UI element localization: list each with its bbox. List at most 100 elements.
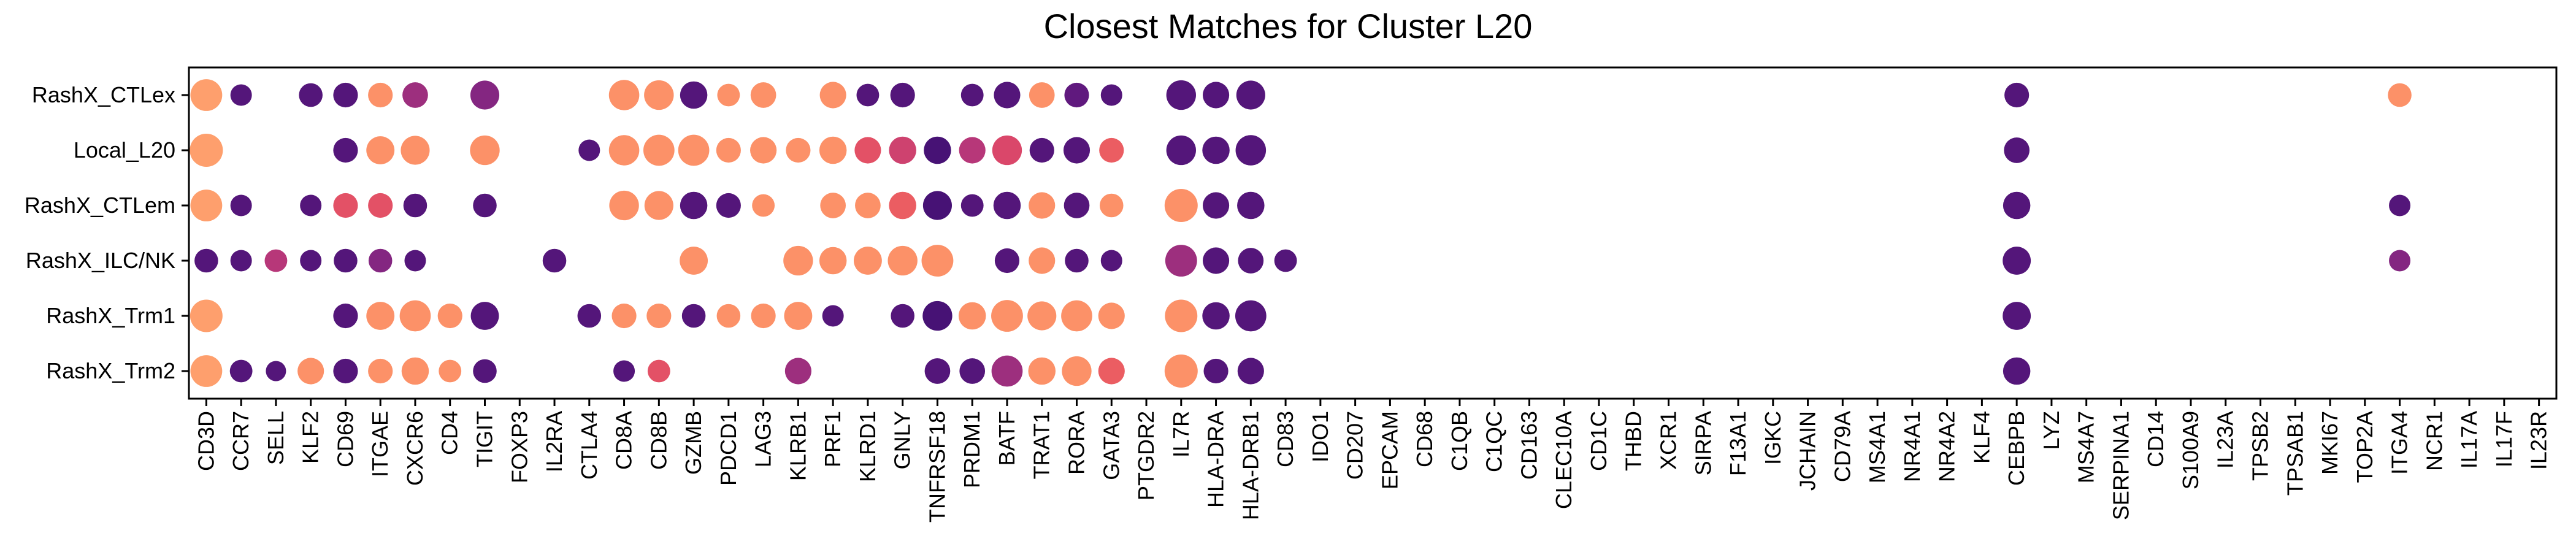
gene-label-thbd: THBD bbox=[1621, 411, 1646, 471]
dot-rashx-trm2-cd8a bbox=[613, 360, 635, 382]
dot-rashx-trm2-il7r bbox=[1164, 355, 1198, 388]
gene-label-cd69: CD69 bbox=[332, 411, 358, 467]
dot-rashx-trm2-itgae bbox=[368, 358, 393, 384]
dot-rashx-trm2-hla-drb1 bbox=[1237, 358, 1264, 385]
dot-local-l20-cxcr6 bbox=[401, 136, 430, 165]
dot-rashx-trm1-cd8a bbox=[611, 303, 637, 329]
dot-rashx-trm1-prdm1 bbox=[958, 302, 986, 330]
gene-label-pdcd1: PDCD1 bbox=[716, 411, 741, 486]
dot-rashx-ilc-nk-gzmb bbox=[680, 247, 708, 275]
dot-rashx-trm1-lag3 bbox=[751, 303, 776, 329]
dot-rashx-ctlex-cd69 bbox=[333, 82, 358, 108]
gene-label-cd68: CD68 bbox=[1412, 411, 1437, 467]
dot-local-l20-cebpb bbox=[2004, 137, 2030, 163]
gene-label-cd207: CD207 bbox=[1343, 411, 1368, 480]
dot-rashx-ilc-nk-itgae bbox=[368, 248, 393, 273]
dot-rashx-trm2-batf bbox=[991, 355, 1023, 387]
dot-rashx-trm1-cebpb bbox=[2003, 302, 2031, 330]
gene-label-il23r: IL23R bbox=[2526, 411, 2551, 470]
dot-rashx-trm2-prdm1 bbox=[959, 358, 986, 384]
gene-label-s100a9: S100A9 bbox=[2178, 411, 2203, 489]
dot-local-l20-hla-dra bbox=[1202, 136, 1230, 164]
dot-local-l20-batf bbox=[992, 135, 1022, 166]
dot-rashx-trm1-gata3 bbox=[1098, 302, 1125, 329]
gene-label-batf: BATF bbox=[994, 411, 1019, 466]
dot-rashx-ctlex-pdcd1 bbox=[717, 83, 740, 107]
dot-rashx-ctlex-lag3 bbox=[750, 82, 776, 108]
dot-rashx-trm1-gnly bbox=[891, 304, 914, 328]
dot-rashx-trm2-klrb1 bbox=[784, 358, 811, 385]
dot-local-l20-cd8b bbox=[643, 134, 675, 166]
dot-rashx-ctlex-klrd1 bbox=[856, 83, 880, 107]
dot-rashx-ctlex-itgae bbox=[368, 82, 393, 108]
gene-label-tigit: TIGIT bbox=[472, 411, 497, 467]
dot-rashx-ctlex-il7r bbox=[1166, 80, 1196, 110]
row-label-rashx-ilc-nk: RashX_ILC/NK bbox=[26, 248, 175, 273]
gene-label-c1qb: C1QB bbox=[1447, 411, 1472, 471]
dot-rashx-trm1-hla-dra bbox=[1202, 302, 1230, 330]
dot-local-l20-cd8a bbox=[608, 135, 640, 166]
dot-rashx-ilc-nk-gnly bbox=[887, 245, 918, 276]
dot-rashx-trm2-trat1 bbox=[1028, 357, 1056, 385]
gene-label-prdm1: PRDM1 bbox=[959, 411, 984, 488]
y-axis-tick-labels: RashX_CTLex Local_L20 RashX_CTLem RashX_ILC… bbox=[25, 82, 175, 383]
dot-rashx-trm1-cd4 bbox=[437, 303, 462, 329]
dot-rashx-trm2-sell bbox=[266, 361, 286, 381]
gene-label-klf2: KLF2 bbox=[298, 411, 323, 464]
dot-local-l20-gzmb bbox=[678, 134, 710, 166]
gene-label-tpsb2: TPSB2 bbox=[2248, 411, 2273, 481]
gene-label-sirpa: SIRPA bbox=[1690, 411, 1715, 475]
dot-rashx-ctlex-hla-dra bbox=[1202, 82, 1230, 109]
gene-label-il2ra: IL2RA bbox=[542, 411, 567, 472]
dot-local-l20-tnfrsf18 bbox=[924, 136, 951, 164]
dot-local-l20-cd3d bbox=[190, 134, 223, 167]
dot-rashx-ctlex-trat1 bbox=[1029, 82, 1055, 108]
gene-label-clec10a: CLEC10A bbox=[1551, 411, 1576, 509]
gene-label-nr4a1: NR4A1 bbox=[1899, 411, 1925, 482]
dot-rashx-trm2-tnfrsf18 bbox=[924, 358, 951, 384]
x-axis-tick-labels: CD3D CCR7 SELL KLF2 CD69 ITGAE CXCR6 CD4 TIGIT FO… bbox=[193, 411, 2551, 523]
gene-label-c1qc: C1QC bbox=[1482, 411, 1507, 472]
gene-label-nr4a2: NR4A2 bbox=[1934, 411, 1960, 482]
dot-rashx-ctlex-rora bbox=[1064, 82, 1089, 108]
dot-rashx-trm1-rora bbox=[1061, 300, 1092, 332]
dot-rashx-ilc-nk-prf1 bbox=[819, 247, 847, 275]
dot-rashx-trm2-cd8b bbox=[647, 359, 670, 383]
dot-rashx-trm2-gata3 bbox=[1098, 358, 1125, 385]
dot-local-l20-lag3 bbox=[750, 137, 777, 164]
dot-rashx-ilc-nk-cxcr6 bbox=[404, 250, 426, 272]
dot-rashx-ilc-nk-klrb1 bbox=[783, 245, 813, 276]
dot-local-l20-prf1 bbox=[819, 136, 847, 164]
dot-rashx-ctlem-cxcr6 bbox=[403, 193, 427, 218]
gene-label-cd8b: CD8B bbox=[646, 411, 671, 470]
gene-label-ms4a7: MS4A7 bbox=[2074, 411, 2099, 483]
gene-label-xcr1: XCR1 bbox=[1656, 411, 1681, 470]
dot-rashx-trm2-ccr7 bbox=[229, 359, 253, 383]
dot-rashx-ctlem-klrd1 bbox=[855, 193, 881, 218]
gene-label-hla-drb1: HLA-DRB1 bbox=[1238, 411, 1263, 520]
chart-title: Closest Matches for Cluster L20 bbox=[1044, 7, 1533, 45]
gene-label-gzmb: GZMB bbox=[681, 411, 706, 475]
dot-local-l20-gnly bbox=[889, 136, 916, 164]
dot-rashx-trm2-cxcr6 bbox=[401, 357, 429, 385]
dot-local-l20-tigit bbox=[470, 135, 500, 166]
dot-rashx-ctlem-gzmb bbox=[680, 191, 708, 220]
dot-local-l20-itgae bbox=[366, 136, 395, 164]
row-label-rashx-trm2: RashX_Trm2 bbox=[46, 358, 175, 383]
dot-rashx-ctlem-cebpb bbox=[2003, 191, 2031, 220]
dot-rashx-ctlex-ccr7 bbox=[230, 84, 252, 106]
dot-rashx-ilc-nk-batf bbox=[994, 248, 1020, 274]
x-axis-ticks bbox=[205, 399, 2540, 406]
gene-label-gata3: GATA3 bbox=[1098, 411, 1124, 480]
gene-label-il7r: IL7R bbox=[1168, 411, 1194, 458]
dot-rashx-ilc-nk-gata3 bbox=[1100, 250, 1122, 272]
dot-rashx-ctlem-klf2 bbox=[300, 194, 322, 217]
dot-rashx-ctlem-gnly bbox=[889, 191, 916, 220]
gene-label-il23a: IL23A bbox=[2213, 411, 2238, 469]
dot-rashx-trm1-itgae bbox=[366, 302, 395, 330]
dot-rashx-ctlex-gata3 bbox=[1100, 84, 1122, 106]
gene-label-foxp3: FOXP3 bbox=[507, 411, 532, 483]
dot-rashx-ctlex-tigit bbox=[470, 80, 500, 110]
dot-rashx-ctlem-tnfrsf18 bbox=[922, 191, 953, 220]
dot-rashx-ctlem-rora bbox=[1064, 193, 1090, 218]
